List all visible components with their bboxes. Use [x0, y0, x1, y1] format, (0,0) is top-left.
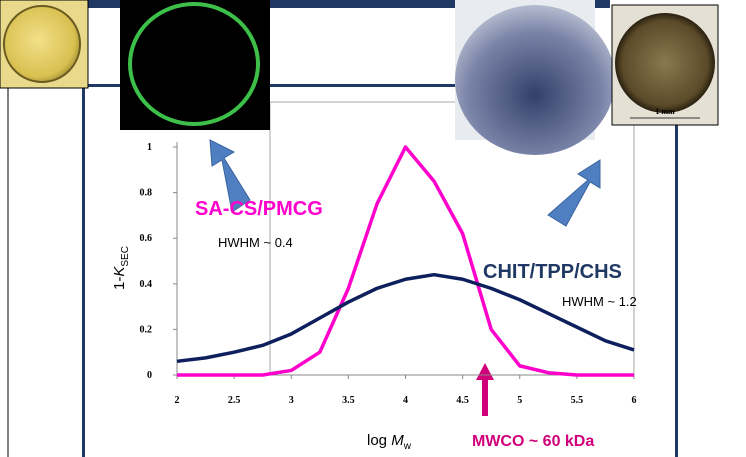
photo [120, 0, 270, 130]
scale-label: 1 mm [655, 107, 675, 116]
x-tick-label: 3 [289, 395, 294, 406]
x-axis-label: log [367, 432, 391, 449]
y-tick-label: 0.6 [140, 233, 153, 244]
annotation: MWCO ~ 60 kDa [472, 433, 594, 450]
y-axis-label: 1-KSEC [111, 246, 131, 290]
photo [4, 6, 80, 82]
photo [455, 5, 615, 155]
frame [675, 85, 678, 457]
y-axis-label: 1- [111, 277, 128, 290]
x-tick-label: 4.5 [456, 395, 469, 406]
x-tick-label: 4 [403, 395, 408, 406]
arrow [476, 363, 494, 380]
x-tick-label: 5 [517, 395, 522, 406]
annotation: HWHM ~ 0.4 [218, 235, 293, 250]
y-tick-label: 0.8 [140, 188, 153, 199]
x-axis-label: log Mw [367, 432, 412, 452]
x-tick-label: 2.5 [228, 395, 241, 406]
x-axis-label: w [403, 441, 412, 452]
x-tick-label: 5.5 [571, 395, 584, 406]
x-axis-label: M [391, 432, 404, 449]
y-tick-label: 0 [147, 370, 152, 381]
x-tick-label: 3.5 [342, 395, 355, 406]
x-tick-label: 2 [175, 395, 180, 406]
arrow [482, 378, 488, 416]
x-tick-label: 6 [632, 395, 637, 406]
plot-border [270, 102, 634, 375]
chart: 1 mm SA-CS/PMCG HWHM ~ 0.4 CHIT/TPP/CHS … [0, 0, 746, 457]
y-tick-label: 0.4 [140, 279, 153, 290]
series-label: SA-CS/PMCG [195, 198, 323, 220]
series-line [177, 275, 634, 362]
y-axis-label: SEC [120, 246, 131, 267]
y-tick-label: 1 [147, 142, 152, 153]
y-tick-label: 0.2 [140, 324, 153, 335]
photo [615, 13, 715, 113]
series-label: CHIT/TPP/CHS [483, 261, 622, 283]
arrow [548, 160, 600, 226]
frame [82, 85, 85, 457]
annotation: HWHM ~ 1.2 [562, 294, 637, 309]
